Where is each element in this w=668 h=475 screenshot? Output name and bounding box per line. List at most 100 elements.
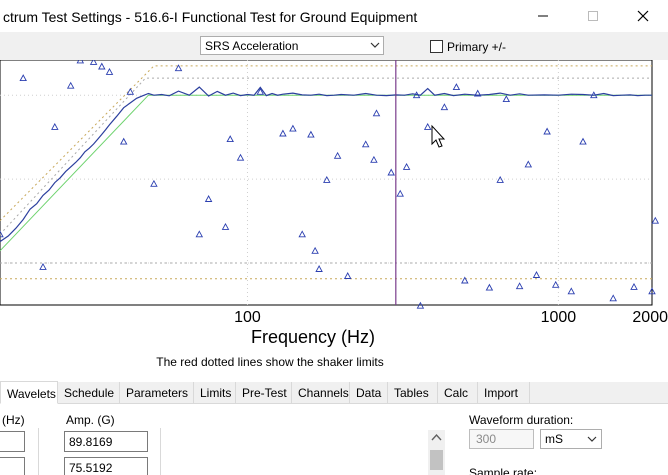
tab-schedule[interactable]: Schedule — [58, 382, 120, 404]
scatter-point — [19, 74, 27, 82]
tab-calc[interactable]: Calc — [438, 382, 478, 404]
scatter-point — [51, 122, 59, 130]
scatter-point — [0, 230, 4, 238]
scatter-point — [651, 216, 660, 224]
scatter-point — [515, 282, 524, 290]
scatter-point — [195, 230, 204, 238]
scatter-point — [361, 140, 370, 148]
tab-pre-test[interactable]: Pre-Test — [236, 382, 292, 404]
scatter-point — [496, 175, 504, 183]
scatter-point — [630, 282, 638, 290]
tab-data[interactable]: Data — [350, 382, 388, 404]
scatter-point — [298, 230, 306, 238]
scatter-point — [333, 151, 342, 159]
close-icon — [637, 10, 649, 22]
amplitude-field[interactable]: 89.8169 — [64, 431, 148, 452]
x-tick-label: 2000 — [632, 309, 668, 326]
title-bar: ctrum Test Settings - 516.6-I Functional… — [0, 0, 668, 32]
tab-strip: Wavelets Schedule Parameters Limits Pre-Test… — [0, 381, 668, 404]
tab-tables[interactable]: Tables — [388, 382, 438, 404]
scatter-point — [119, 137, 128, 145]
scatter-point — [567, 287, 576, 295]
scatter-point — [440, 103, 449, 111]
window-title: ctrum Test Settings - 516.6-I Functional… — [3, 9, 418, 25]
scatter-point — [609, 294, 617, 302]
series-line-upper-limit — [0, 65, 652, 222]
scatter-point — [204, 195, 213, 202]
scatter-point — [461, 276, 469, 284]
scatter-point — [315, 265, 323, 272]
primary-checkbox[interactable] — [430, 40, 443, 53]
srs-plot[interactable]: 100 1000 2000 Frequency (Hz) — [0, 60, 668, 355]
scatter-point — [126, 87, 135, 95]
scatter-point — [289, 124, 297, 132]
tab-wavelets[interactable]: Wavelets — [0, 381, 58, 404]
tab-limits[interactable]: Limits — [194, 382, 236, 404]
scatter-point — [256, 87, 265, 95]
scatter-point — [402, 162, 411, 170]
scatter-point — [311, 246, 319, 254]
scatter-point — [323, 175, 331, 183]
duration-unit-select[interactable]: mS — [540, 429, 602, 449]
column-divider — [38, 428, 39, 475]
tab-channels[interactable]: Channels — [292, 382, 350, 404]
measure-select[interactable]: SRS Acceleration — [200, 36, 384, 55]
scatter-point — [105, 67, 114, 75]
primary-checkbox-label: Primary +/- — [447, 40, 507, 54]
scatter-point — [543, 127, 551, 135]
scatter-point — [412, 91, 421, 99]
scatter-point — [532, 271, 541, 278]
plot-scatter — [0, 60, 660, 309]
plot-series — [0, 65, 652, 280]
scatter-point — [98, 62, 106, 70]
shaker-limits-note: The red dotted lines show the shaker lim… — [156, 355, 384, 369]
scatter-point — [648, 287, 656, 295]
scatter-point — [452, 83, 461, 91]
scatter-point — [396, 189, 404, 197]
scatter-point — [473, 89, 482, 97]
plot-tick-labels: 100 1000 2000 — [234, 309, 668, 326]
scatter-point — [372, 109, 381, 117]
x-tick-label: 100 — [234, 309, 261, 326]
scatter-point — [76, 60, 85, 64]
plot-grid — [0, 60, 653, 306]
scatter-point — [66, 81, 75, 89]
sample-rate-label: Sample rate: — [469, 466, 538, 475]
scatter-point — [590, 91, 598, 99]
waveform-duration-label: Waveform duration: — [469, 413, 574, 427]
scatter-point — [343, 272, 352, 279]
scatter-point — [226, 135, 234, 143]
chevron-down-icon — [587, 436, 597, 442]
maximize-button[interactable] — [576, 4, 610, 28]
scatter-point — [89, 60, 98, 65]
chevron-down-icon — [370, 42, 380, 48]
scatter-point — [39, 262, 47, 270]
amplitude-column-header: Amp. (G) — [66, 413, 115, 427]
tab-parameters[interactable]: Parameters — [120, 382, 194, 404]
frequency-column-header: (Hz) — [2, 413, 25, 427]
tab-import[interactable]: Import — [478, 382, 530, 404]
scatter-point — [221, 222, 230, 230]
scatter-point — [423, 122, 432, 130]
scatter-point — [579, 137, 587, 145]
scatter-point — [416, 301, 425, 309]
minimize-button[interactable] — [526, 4, 560, 28]
scroll-up-icon[interactable] — [428, 430, 445, 446]
scatter-point — [279, 129, 287, 137]
series-line-upper-inner — [0, 77, 652, 235]
close-button[interactable] — [626, 4, 660, 28]
scatter-point — [307, 130, 315, 138]
scatter-point — [370, 155, 378, 163]
waveform-duration-input[interactable]: 300 — [469, 429, 534, 449]
scatter-point — [150, 179, 158, 187]
maximize-icon — [588, 11, 598, 21]
duration-unit-value: mS — [545, 432, 563, 446]
frequency-field[interactable] — [0, 457, 25, 475]
scatter-point — [485, 283, 494, 291]
scatter-point — [387, 168, 395, 176]
frequency-field[interactable] — [0, 431, 25, 452]
amplitude-field[interactable]: 75.5192 — [64, 457, 148, 475]
column-divider — [160, 428, 161, 475]
minimize-icon — [538, 15, 548, 17]
scrollbar-thumb[interactable] — [430, 450, 443, 470]
